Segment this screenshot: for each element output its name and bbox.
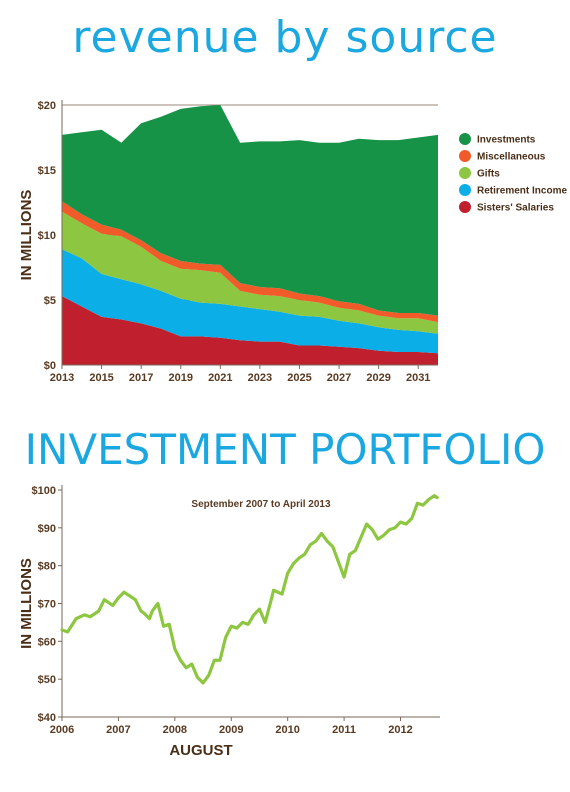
- x-tick-label: 2031: [406, 372, 430, 384]
- x-tick-label: 2015: [89, 372, 113, 384]
- legend-label: Gifts: [477, 169, 500, 180]
- x-tick-label: 2010: [275, 724, 299, 736]
- area-sisters-salaries: [62, 296, 438, 365]
- x-tick-label: 2008: [163, 724, 187, 736]
- x-tick-label: 2009: [219, 724, 243, 736]
- x-tick-label: 2013: [50, 372, 74, 384]
- x-axis-label: AUGUST: [169, 742, 232, 759]
- legend-swatch: [459, 133, 471, 145]
- revenue-area-chart: $0 $5 $10 $15 $20 2013 2015 2017 2019 2021 2023 202…: [18, 100, 567, 384]
- area-gifts: [62, 211, 438, 334]
- x-tick-label: 2023: [248, 372, 272, 384]
- y-tick-label: $70: [38, 599, 56, 611]
- x-tick-label: 2019: [168, 372, 192, 384]
- y-tick-label: $0: [44, 360, 56, 372]
- x-tick-label: 2027: [327, 372, 351, 384]
- y-tick-label: $90: [38, 523, 56, 535]
- portfolio-line-chart: $40 $50 $60 $70 $80 $90 $100 2006 2007 2008 2009 20…: [18, 485, 440, 759]
- y-axis-label: IN MILLIONS: [18, 558, 35, 649]
- legend-swatch: [459, 167, 471, 179]
- x-tick-label: 2021: [208, 372, 232, 384]
- y-tick-label: $50: [38, 674, 56, 686]
- y-tick-label: $40: [38, 712, 56, 724]
- x-tick-label: 2025: [287, 372, 311, 384]
- y-axis-label: IN MILLIONS: [18, 190, 35, 281]
- y-tick-label: $5: [44, 295, 56, 307]
- y-tick-label: $100: [32, 485, 56, 497]
- legend-swatch: [459, 150, 471, 162]
- chart-title-revenue: revenue by source: [72, 12, 498, 63]
- x-tick-label: 2006: [50, 724, 74, 736]
- x-tick-label: 2029: [366, 372, 390, 384]
- y-tick-label: $80: [38, 561, 56, 573]
- portfolio-line: [60, 494, 439, 685]
- legend-label: Miscellaneous: [477, 152, 546, 163]
- x-tick-label: 2007: [106, 724, 130, 736]
- y-tick-label: $60: [38, 636, 56, 648]
- y-tick-label: $15: [38, 165, 56, 177]
- area-investments: [62, 105, 438, 316]
- legend-label: Investments: [477, 135, 536, 146]
- legend-swatch: [459, 184, 471, 196]
- legend-label: Retirement Income: [477, 186, 567, 197]
- chart-subtitle: September 2007 to April 2013: [191, 499, 331, 510]
- y-tick-label: $20: [38, 100, 56, 112]
- area-retirement-income: [62, 249, 438, 354]
- legend-swatch: [459, 201, 471, 213]
- chart-title-portfolio: Investment portfolio: [24, 425, 546, 474]
- x-tick-label: 2012: [388, 724, 412, 736]
- y-tick-label: $10: [38, 230, 56, 242]
- x-tick-label: 2011: [332, 724, 356, 736]
- legend-label: Sisters' Salaries: [477, 203, 554, 214]
- x-tick-label: 2017: [129, 372, 153, 384]
